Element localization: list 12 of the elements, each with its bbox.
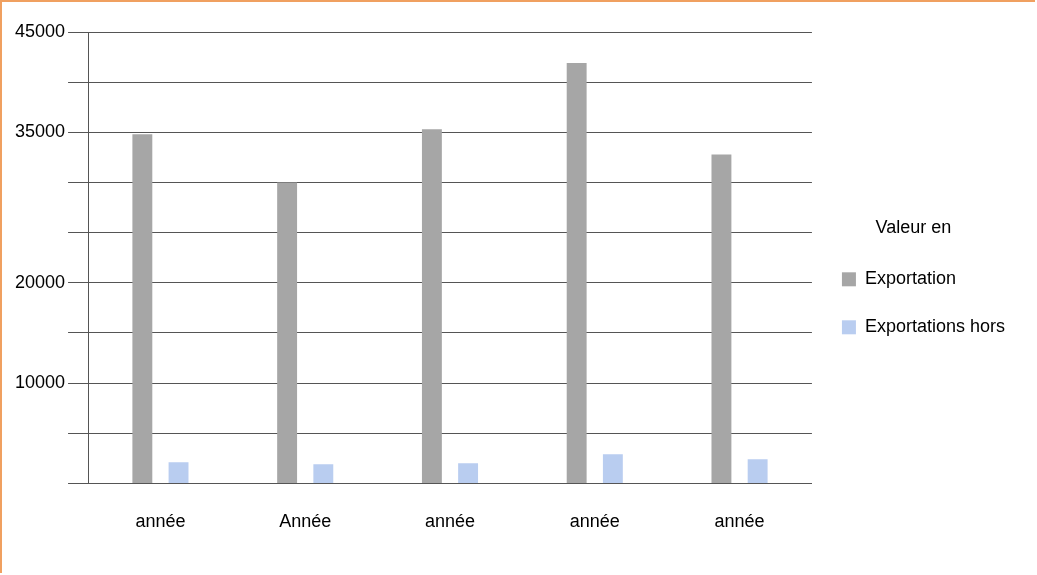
legend-label: Exportation xyxy=(864,268,956,289)
y-tick-label: 45000 xyxy=(14,20,66,41)
y-tick-label: 10000 xyxy=(14,372,66,393)
y-tick-label: 35000 xyxy=(14,121,66,142)
x-tick-label: année xyxy=(135,511,186,532)
x-tick-label: Année xyxy=(279,511,332,532)
x-tick-label: année xyxy=(714,511,765,532)
legend-label: Exportations hors xyxy=(864,316,1006,337)
legend-title: Valeur en xyxy=(875,216,952,237)
x-tick-label: année xyxy=(569,511,620,532)
x-tick-label: année xyxy=(424,511,476,532)
y-tick-label: 20000 xyxy=(14,271,66,292)
